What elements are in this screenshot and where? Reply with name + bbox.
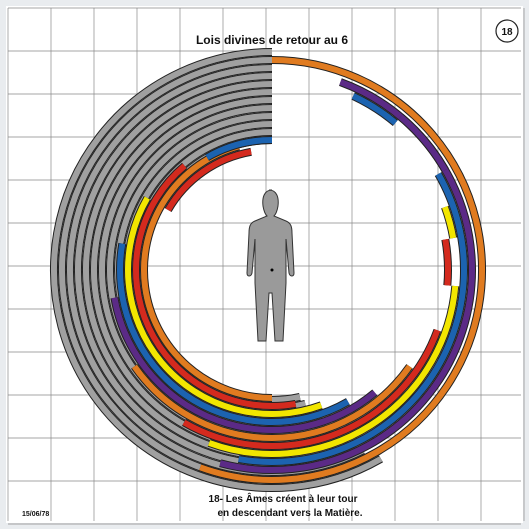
caption-line: en descendant vers la Matière.	[217, 508, 362, 519]
diagram: Lois divines de retour au 6 18 18- Les Â…	[0, 0, 529, 529]
ring-arc	[445, 239, 448, 285]
date: 15/06/78	[22, 511, 49, 518]
center-dot	[271, 269, 274, 272]
badge: 18	[501, 27, 513, 38]
page: Lois divines de retour au 6 18 18- Les Â…	[0, 0, 529, 529]
caption-line: 18- Les Âmes créent à leur tour	[209, 492, 358, 505]
title: Lois divines de retour au 6	[196, 33, 348, 47]
